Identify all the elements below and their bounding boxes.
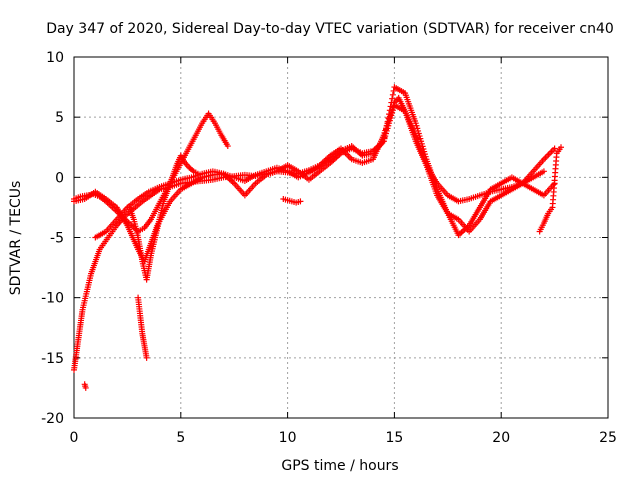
data-point [297,198,304,205]
data-point [551,145,558,152]
series-track-9 [536,144,565,235]
data-point [82,384,89,391]
data-point [194,170,201,177]
y-tick-label: 0 [55,170,64,186]
grid [74,57,608,418]
y-tick-label: -10 [41,291,64,307]
data-point [558,144,565,151]
y-tick-label: 5 [55,110,64,126]
x-axis-label: GPS time / hours [281,458,398,474]
data-point [387,103,394,110]
series-track-8 [280,195,304,206]
y-axis-label: SDTVAR / TECUs [8,181,24,296]
x-tick-label: 15 [385,430,403,446]
data-point [388,99,395,106]
y-tick-label: -5 [50,231,64,247]
series-track-6 [135,294,150,361]
x-tick-label: 0 [70,430,79,446]
data-point [224,143,231,150]
series-track-7 [81,381,89,391]
x-tick-label: 5 [176,430,185,446]
x-tick-label: 10 [279,430,297,446]
data-point [389,91,396,98]
y-tick-label: 10 [46,50,64,66]
axis-ticks: 0 5 10 15 20 25 -20 -15 -10 -5 0 5 10 [41,50,617,446]
data-point [389,95,396,102]
y-tick-label: -20 [41,411,64,427]
series-track-5 [126,152,201,283]
chart-title: Day 347 of 2020, Sidereal Day-to-day VTE… [46,21,614,37]
y-tick-label: -15 [41,351,64,367]
x-tick-label: 25 [599,430,617,446]
x-tick-label: 20 [492,430,510,446]
data-point [143,354,150,361]
data-series [71,84,565,391]
data-point [540,168,547,175]
series-track-4 [92,102,558,241]
